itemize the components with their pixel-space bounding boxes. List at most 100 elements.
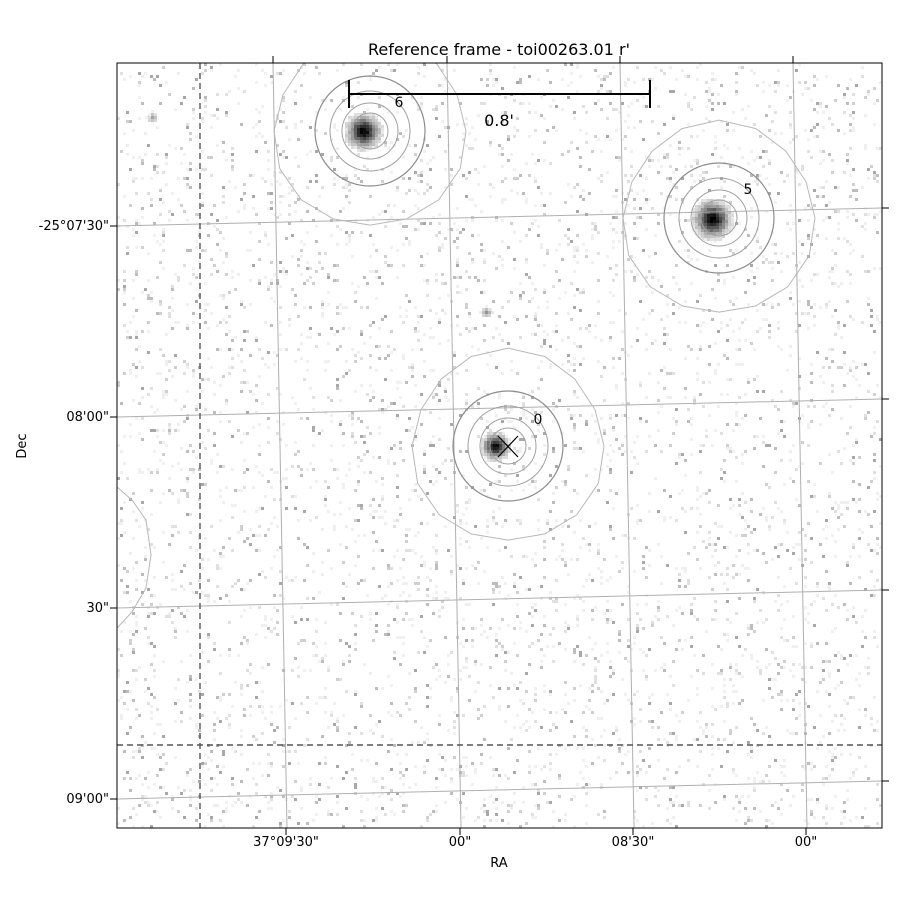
- star-pixel: [505, 450, 508, 453]
- star-pixel: [360, 146, 363, 149]
- star-pixel: [496, 435, 499, 438]
- star-pixel: [369, 131, 372, 134]
- star-pixel: [348, 134, 351, 137]
- star-pixel: [372, 137, 375, 140]
- star-pixel: [369, 116, 372, 119]
- star-pixel: [698, 220, 701, 223]
- star-pixel: [360, 149, 363, 152]
- star-pixel: [695, 226, 698, 229]
- star-pixel: [707, 238, 710, 241]
- star-pixel: [481, 447, 484, 450]
- star-pixel: [725, 214, 728, 217]
- star-pixel: [698, 223, 701, 226]
- star-pixel: [505, 456, 508, 459]
- star-pixel: [496, 444, 499, 447]
- star-pixel: [713, 238, 716, 241]
- star-pixel: [499, 432, 502, 435]
- star-pixel: [487, 432, 490, 435]
- star-pixel: [375, 116, 378, 119]
- star-pixel: [710, 232, 713, 235]
- star-pixel: [372, 134, 375, 137]
- star-pixel: [366, 125, 369, 128]
- star-pixel: [722, 217, 725, 220]
- star-pixel: [496, 438, 499, 441]
- star-pixel: [499, 456, 502, 459]
- star-pixel: [728, 211, 731, 214]
- star-pixel: [484, 447, 487, 450]
- star-pixel: [725, 217, 728, 220]
- source-label: 6: [395, 95, 404, 111]
- star-pixel: [482, 308, 485, 311]
- star-pixel: [375, 143, 378, 146]
- star-pixel: [351, 137, 354, 140]
- star-pixel: [493, 444, 496, 447]
- star-pixel: [354, 143, 357, 146]
- outer-contour: [273, 63, 467, 226]
- star-pixel: [351, 116, 354, 119]
- star-pixel: [505, 441, 508, 444]
- star-pixel: [728, 220, 731, 223]
- star-pixel: [372, 140, 375, 143]
- plot-frame: [116, 62, 883, 829]
- star-pixel: [363, 143, 366, 146]
- star-pixel: [496, 453, 499, 456]
- star-pixel: [502, 453, 505, 456]
- star-pixel: [366, 128, 369, 131]
- star-pixel: [488, 308, 491, 311]
- star-pixel: [485, 308, 488, 311]
- star-pixel: [375, 131, 378, 134]
- star-pixel: [366, 134, 369, 137]
- aperture-ring: [351, 112, 389, 150]
- star-pixel: [357, 113, 360, 116]
- star-pixel: [345, 122, 348, 125]
- star-pixel: [148, 116, 151, 119]
- star-pixel: [484, 438, 487, 441]
- source-label: 0: [534, 412, 543, 428]
- coordinate-grid: [117, 63, 882, 828]
- star-pixel: [725, 226, 728, 229]
- star-pixel: [719, 202, 722, 205]
- star-pixel: [493, 441, 496, 444]
- star-pixel: [484, 444, 487, 447]
- star-pixel: [698, 208, 701, 211]
- star-pixel: [698, 229, 701, 232]
- star-pixel: [378, 128, 381, 131]
- star-pixel: [707, 208, 710, 211]
- star-pixel: [716, 208, 719, 211]
- star-pixel: [701, 214, 704, 217]
- star-pixel: [499, 438, 502, 441]
- plot-area: [117, 63, 882, 828]
- star-pixel: [366, 149, 369, 152]
- scale-bar: [348, 80, 651, 108]
- star-pixel: [725, 211, 728, 214]
- star-pixel: [351, 140, 354, 143]
- star-pixel: [485, 314, 488, 317]
- star-pixel: [707, 229, 710, 232]
- star-pixel: [484, 441, 487, 444]
- star-pixel: [484, 450, 487, 453]
- star-pixel: [713, 214, 716, 217]
- star-pixel: [357, 122, 360, 125]
- star-pixel: [502, 444, 505, 447]
- star-pixel: [496, 450, 499, 453]
- star-pixel: [725, 205, 728, 208]
- star-pixel: [722, 229, 725, 232]
- aperture-ring: [690, 189, 748, 247]
- star-pixel: [490, 432, 493, 435]
- star-pixel: [710, 235, 713, 238]
- star-pixel: [481, 453, 484, 456]
- ra-grid-line: [792, 63, 808, 828]
- star-pixel: [493, 459, 496, 462]
- star-pixel: [728, 214, 731, 217]
- star-pixel: [499, 450, 502, 453]
- star-pixel: [157, 116, 160, 119]
- star-pixel: [704, 220, 707, 223]
- star-pixel: [707, 199, 710, 202]
- star-pixel: [701, 202, 704, 205]
- x-tick-label: 00": [449, 835, 472, 850]
- star-pixel: [719, 232, 722, 235]
- star-pixel: [722, 223, 725, 226]
- star-pixel: [487, 459, 490, 462]
- star-pixel: [487, 435, 490, 438]
- star-pixel: [490, 447, 493, 450]
